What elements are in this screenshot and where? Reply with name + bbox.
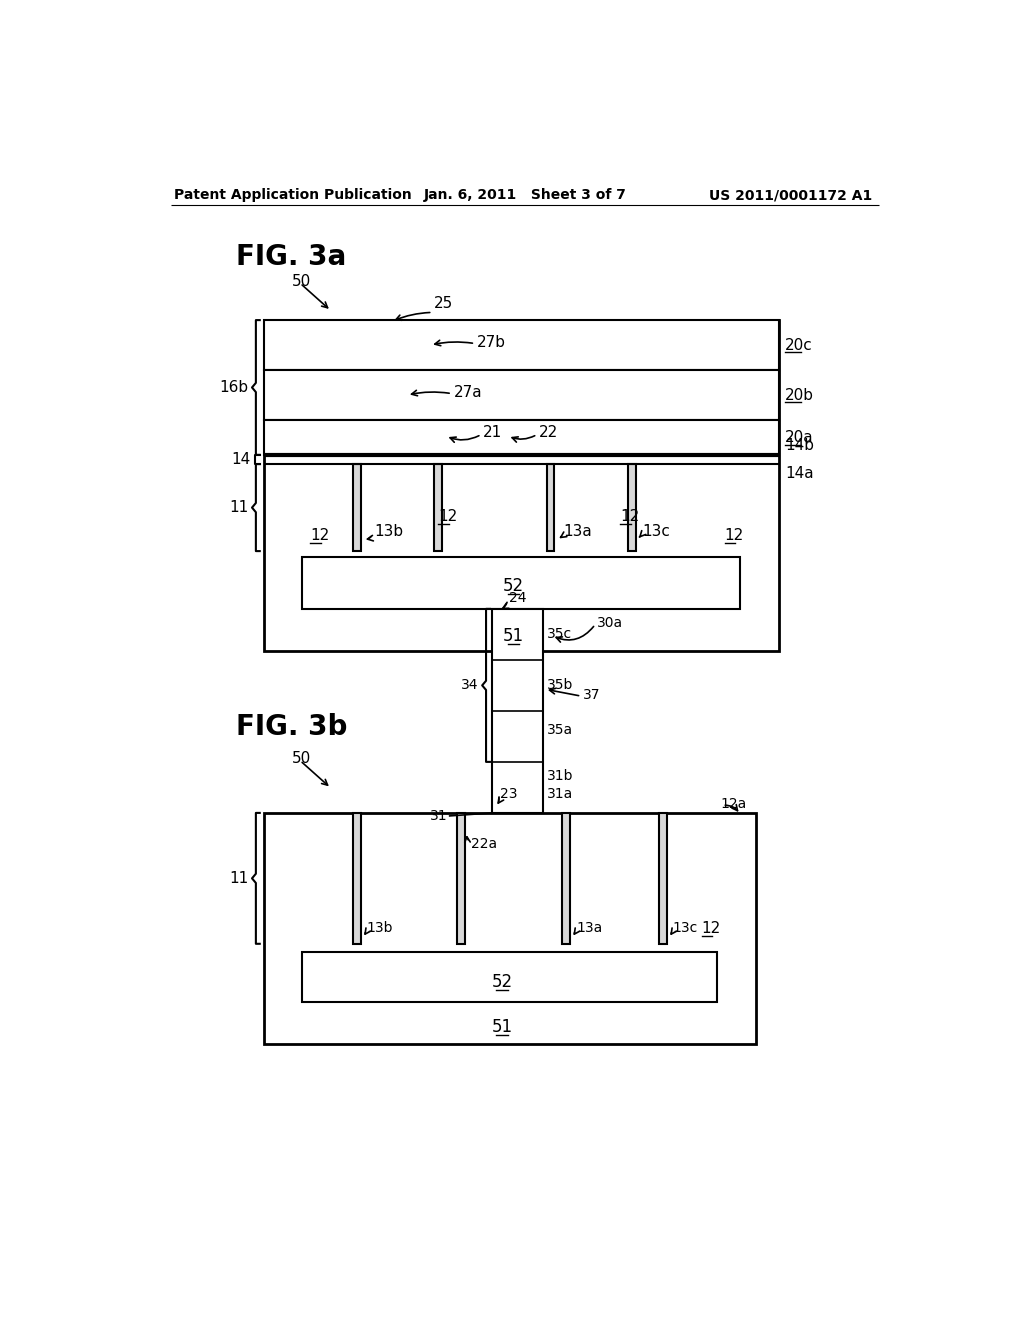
Text: 20a: 20a [785,430,814,445]
Bar [302,952,717,1002]
Bar [263,813,756,1044]
Bar [263,420,779,455]
Text: 24: 24 [509,591,526,605]
Bar [658,813,667,944]
Text: 22a: 22a [471,837,498,850]
Bar [458,813,465,944]
Text: 13a: 13a [563,524,592,540]
Text: 12: 12 [725,528,744,544]
Text: 25: 25 [434,296,454,312]
Text: 13c: 13c [673,921,698,936]
Text: 11: 11 [229,871,248,886]
Text: 20c: 20c [785,338,813,352]
Bar [263,321,779,651]
Text: 27a: 27a [454,384,482,400]
Text: 14b: 14b [785,438,814,453]
Text: 20b: 20b [785,388,814,403]
Bar [263,321,779,370]
Text: 12: 12 [621,510,639,524]
Text: 50: 50 [292,275,311,289]
Bar [628,465,636,552]
Text: 31: 31 [430,809,447,822]
Text: 27b: 27b [477,334,506,350]
Text: 37: 37 [583,688,600,702]
Text: 13b: 13b [367,921,393,936]
Text: 23: 23 [500,787,517,801]
Text: 51: 51 [503,627,524,644]
Text: 30a: 30a [597,615,623,630]
Text: 14a: 14a [785,466,814,480]
Text: US 2011/0001172 A1: US 2011/0001172 A1 [709,189,872,202]
Text: Jan. 6, 2011   Sheet 3 of 7: Jan. 6, 2011 Sheet 3 of 7 [423,189,627,202]
Bar [352,813,360,944]
Text: FIG. 3a: FIG. 3a [237,243,347,271]
Text: 52: 52 [492,973,512,991]
Text: 51: 51 [492,1018,512,1036]
Bar [352,465,360,552]
Text: 13c: 13c [642,524,670,540]
Text: Patent Application Publication: Patent Application Publication [174,189,413,202]
Text: 50: 50 [292,751,311,767]
Text: 12a: 12a [721,797,748,810]
Text: 14: 14 [231,451,251,467]
Bar [434,465,442,552]
Text: 12: 12 [701,921,721,936]
Text: 35c: 35c [547,627,572,642]
Text: 13b: 13b [375,524,403,540]
Text: 11: 11 [229,500,248,515]
Text: 12: 12 [310,528,330,544]
Text: 52: 52 [503,577,524,595]
Text: FIG. 3b: FIG. 3b [237,713,348,741]
Bar [263,370,779,420]
Text: 13a: 13a [575,921,602,936]
Text: 12: 12 [438,510,458,524]
Bar [302,557,740,609]
Text: 22: 22 [539,425,558,441]
Text: 16b: 16b [219,380,248,395]
Text: 31a: 31a [547,787,573,800]
Text: 21: 21 [483,425,502,441]
Bar [562,813,569,944]
Text: 35b: 35b [547,678,573,693]
Bar [547,465,554,552]
Text: 34: 34 [461,678,478,693]
Bar [493,609,543,813]
Text: 31b: 31b [547,768,573,783]
Text: 35a: 35a [547,723,573,738]
